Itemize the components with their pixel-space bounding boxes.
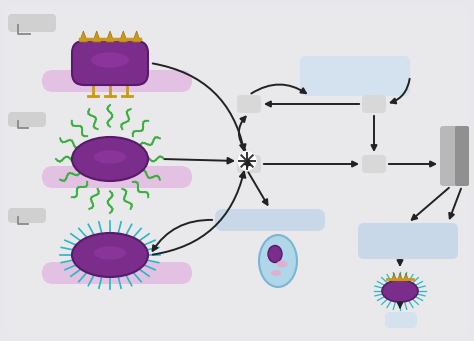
FancyBboxPatch shape	[8, 112, 46, 127]
Polygon shape	[93, 31, 100, 42]
FancyBboxPatch shape	[362, 155, 386, 173]
FancyArrowPatch shape	[412, 188, 449, 220]
FancyBboxPatch shape	[42, 166, 192, 188]
FancyArrowPatch shape	[153, 172, 246, 255]
Ellipse shape	[91, 52, 129, 68]
FancyBboxPatch shape	[358, 223, 458, 259]
FancyBboxPatch shape	[72, 41, 148, 85]
Circle shape	[238, 152, 256, 170]
FancyBboxPatch shape	[385, 312, 417, 328]
Polygon shape	[106, 31, 114, 42]
FancyArrowPatch shape	[389, 162, 435, 166]
Polygon shape	[392, 273, 396, 281]
Polygon shape	[403, 273, 409, 281]
FancyArrowPatch shape	[398, 260, 402, 265]
Polygon shape	[133, 31, 141, 42]
FancyArrowPatch shape	[449, 189, 461, 218]
FancyBboxPatch shape	[8, 14, 56, 32]
FancyBboxPatch shape	[455, 126, 469, 186]
FancyArrowPatch shape	[372, 116, 376, 150]
FancyBboxPatch shape	[5, 5, 469, 336]
Polygon shape	[119, 31, 128, 42]
Polygon shape	[80, 31, 87, 42]
FancyArrowPatch shape	[245, 160, 250, 167]
Ellipse shape	[268, 246, 282, 263]
FancyArrowPatch shape	[251, 85, 306, 93]
FancyBboxPatch shape	[237, 95, 261, 113]
FancyBboxPatch shape	[300, 56, 410, 96]
Ellipse shape	[276, 261, 288, 267]
FancyBboxPatch shape	[42, 70, 192, 92]
Ellipse shape	[72, 233, 148, 277]
FancyArrowPatch shape	[248, 173, 267, 205]
FancyArrowPatch shape	[153, 63, 246, 150]
Polygon shape	[398, 273, 402, 281]
FancyBboxPatch shape	[215, 209, 325, 231]
FancyArrowPatch shape	[266, 102, 359, 106]
FancyBboxPatch shape	[8, 208, 46, 223]
FancyArrowPatch shape	[153, 220, 212, 251]
Ellipse shape	[94, 150, 126, 164]
Ellipse shape	[259, 235, 297, 287]
FancyArrowPatch shape	[165, 158, 233, 163]
FancyArrowPatch shape	[264, 162, 357, 166]
Ellipse shape	[382, 280, 418, 302]
Ellipse shape	[271, 270, 281, 276]
FancyArrowPatch shape	[239, 117, 246, 150]
FancyBboxPatch shape	[237, 155, 261, 173]
FancyBboxPatch shape	[42, 262, 192, 284]
FancyBboxPatch shape	[362, 95, 386, 113]
Ellipse shape	[72, 137, 148, 181]
FancyArrowPatch shape	[391, 79, 410, 103]
FancyBboxPatch shape	[440, 126, 462, 186]
FancyArrowPatch shape	[398, 302, 402, 307]
Ellipse shape	[94, 247, 126, 260]
